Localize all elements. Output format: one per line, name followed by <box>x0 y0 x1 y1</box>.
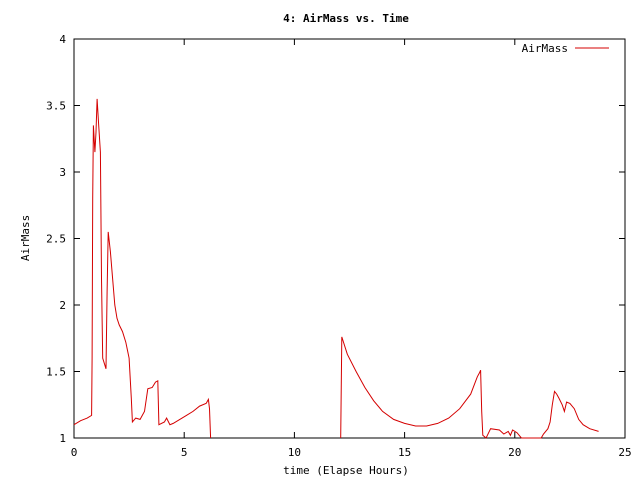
y-axis-label: AirMass <box>19 215 32 261</box>
y-tick-label: 1.5 <box>46 366 66 379</box>
y-tick-label: 2.5 <box>46 233 66 246</box>
x-tick-label: 5 <box>181 446 188 459</box>
legend-label: AirMass <box>522 42 568 55</box>
chart-title: 4: AirMass vs. Time <box>283 12 409 25</box>
legend: AirMass <box>522 42 609 55</box>
y-tick-label: 2 <box>59 299 66 312</box>
series-line-segment <box>73 98 212 439</box>
x-tick-label: 10 <box>288 446 301 459</box>
axis-ticks <box>73 38 626 439</box>
x-tick-label: 0 <box>71 446 78 459</box>
y-tick-label: 4 <box>59 33 66 46</box>
y-tick-label: 3 <box>59 166 66 179</box>
x-tick-label: 25 <box>618 446 631 459</box>
y-tick-label: 3.5 <box>46 100 66 113</box>
plot-frame <box>73 38 626 439</box>
x-axis-label: time (Elapse Hours) <box>283 464 409 477</box>
y-tick-label: 1 <box>59 432 66 445</box>
series-line-segment <box>340 336 599 439</box>
axis-tick-labels: 0 5 10 15 20 25 1 1.5 2 2.5 3 3.5 4 <box>46 33 632 459</box>
x-tick-label: 15 <box>398 446 411 459</box>
x-tick-label: 20 <box>508 446 521 459</box>
series-layer <box>73 98 599 439</box>
